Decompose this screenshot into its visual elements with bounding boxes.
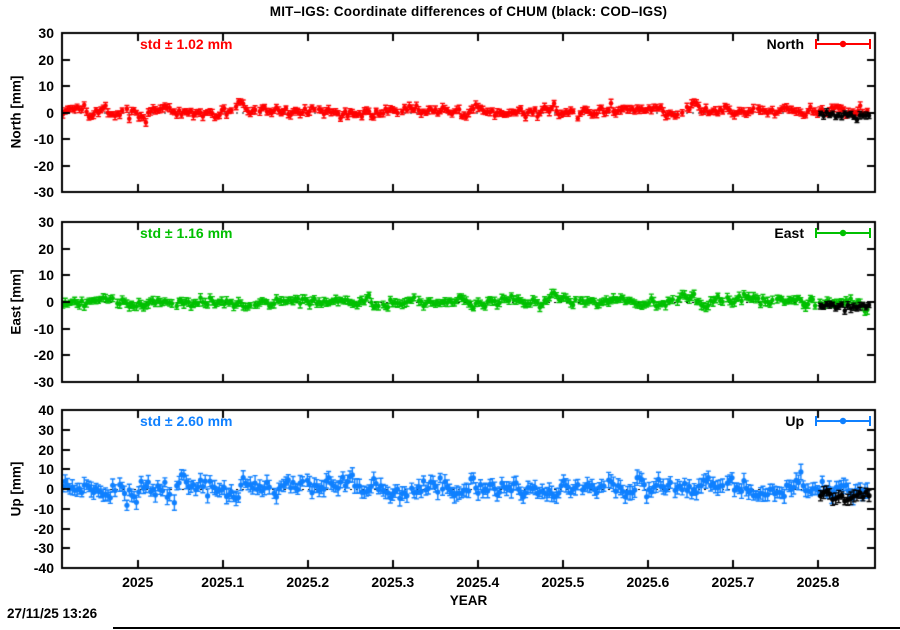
legend-up: Up <box>785 413 873 429</box>
errorbar-glyph-north-icon <box>815 39 871 49</box>
y-tick-label: -30 <box>33 540 54 557</box>
y-tick-label: -10 <box>33 500 54 517</box>
y-tick-label: 0 <box>46 481 54 497</box>
y-tick-label: -30 <box>33 184 54 200</box>
y-tick-label: 10 <box>38 78 54 94</box>
x-tick-label: 2025.2 <box>286 574 330 590</box>
bottom-border-line <box>113 627 900 629</box>
y-tick-label: -40 <box>33 560 54 576</box>
y-tick-label: -20 <box>33 520 54 537</box>
x-tick-label: 2025.7 <box>711 574 755 590</box>
y-tick-label: 20 <box>38 51 54 68</box>
y-tick-label: 30 <box>38 214 54 230</box>
chart-title: MIT–IGS: Coordinate differences of CHUM … <box>269 4 668 19</box>
y-tick-label: 10 <box>38 267 54 284</box>
std-label-east: std ± 1.16 mm <box>140 225 233 241</box>
std-label-up: std ± 2.60 mm <box>140 413 233 429</box>
y-tick-label: -10 <box>33 131 54 147</box>
y-tick-label: -30 <box>33 374 54 390</box>
x-tick-label: 2025.4 <box>456 574 500 590</box>
legend-up-label: Up <box>785 413 804 429</box>
std-label-north: std ± 1.02 mm <box>140 36 233 52</box>
y-tick-label: 30 <box>38 421 54 438</box>
x-tick-label: 2025.6 <box>626 574 670 590</box>
x-tick-label: 2025.1 <box>201 574 245 590</box>
timestamp: 27/11/25 13:26 <box>7 606 98 621</box>
errorbar-glyph-east-icon <box>815 228 871 238</box>
legend-east: East <box>774 225 873 241</box>
y-tick-label: 20 <box>38 240 54 257</box>
y-tick-label: -20 <box>33 347 54 364</box>
y-tick-label: 30 <box>38 25 54 41</box>
y-tick-label: 0 <box>46 294 54 310</box>
legend-east-label: East <box>774 225 804 241</box>
y-tick-label: 10 <box>38 461 54 478</box>
errorbar-glyph-up-icon <box>815 416 871 426</box>
x-axis-title: YEAR <box>449 593 488 608</box>
y-tick-label: 40 <box>38 402 54 418</box>
legend-north: North <box>767 36 873 52</box>
x-tick-label: 2025.5 <box>541 574 585 590</box>
y-tick-label: 20 <box>38 441 54 458</box>
x-tick-label: 2025.8 <box>796 574 840 590</box>
y-tick-label: 0 <box>46 104 54 121</box>
legend-north-label: North <box>766 36 804 52</box>
x-tick-label: 2025 <box>122 574 154 590</box>
y-tick-label: -20 <box>33 157 54 174</box>
x-tick-label: 2025.3 <box>371 574 415 590</box>
y-tick-label: -10 <box>33 320 54 337</box>
